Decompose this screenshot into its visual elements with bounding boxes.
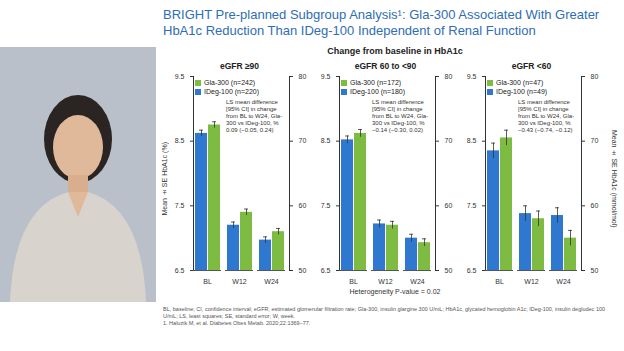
svg-text:W24: W24: [410, 278, 425, 285]
svg-text:60: 60: [299, 202, 307, 209]
svg-text:50: 50: [299, 267, 307, 274]
html-text:0.09 (−0.05, 0.24): 0.09 (−0.05, 0.24): [226, 127, 274, 133]
html-text:LS mean difference [95% CI] in: LS mean difference [95% CI] in change fr…: [518, 99, 575, 126]
html-text:LS mean difference [95% CI] in: LS mean difference [95% CI] in change fr…: [226, 99, 283, 126]
svg-text:80: 80: [445, 73, 453, 80]
svg-text:9.5: 9.5: [175, 73, 185, 80]
svg-text:9.5: 9.5: [467, 73, 477, 80]
html-text:Gla-300 (n=172): Gla-300 (n=172): [350, 79, 402, 86]
svg-text:BL: BL: [349, 278, 358, 285]
svg-text:W24: W24: [264, 278, 279, 285]
svg-text:8.5: 8.5: [467, 137, 477, 144]
svg-text:W12: W12: [524, 278, 539, 285]
svg-text:7.5: 7.5: [175, 202, 185, 209]
html-text:eGFR 60 to <90: eGFR 60 to <90: [354, 61, 417, 71]
html-text:BL, baseline; CI, confidence i: BL, baseline; CI, confidence interval; e…: [163, 306, 606, 319]
html-text:Gla-300 (n=47): Gla-300 (n=47): [496, 79, 544, 86]
svg-text:8.5: 8.5: [175, 137, 185, 144]
svg-text:50: 50: [445, 267, 453, 274]
svg-text:50: 50: [591, 267, 599, 274]
html-text:eGFR <60: eGFR <60: [511, 61, 552, 71]
html-text:−0.14 (−0.30, 0.02): −0.14 (−0.30, 0.02): [372, 127, 423, 133]
html-text:BRIGHT Pre-planned Subgroup An: BRIGHT Pre-planned Subgroup Analysis¹: G…: [163, 7, 600, 38]
svg-text:80: 80: [591, 73, 599, 80]
html-text:Change from baseline in HbA1c: Change from baseline in HbA1c: [327, 46, 463, 56]
svg-text:9.5: 9.5: [321, 73, 331, 80]
svg-text:6.5: 6.5: [175, 267, 185, 274]
svg-text:W12: W12: [232, 278, 247, 285]
svg-text:6.5: 6.5: [467, 267, 477, 274]
svg-text:7.5: 7.5: [467, 202, 477, 209]
html-text:Gla-300 (n=242): Gla-300 (n=242): [204, 79, 256, 86]
svg-text:6.5: 6.5: [321, 267, 331, 274]
html-text:IDeg-100 (n=180): IDeg-100 (n=180): [350, 88, 406, 95]
html-text:Mean ± SE HbA1c (mmol/mol): Mean ± SE HbA1c (mmol/mol): [610, 130, 618, 228]
html-text:LS mean difference [95% CI] in: LS mean difference [95% CI] in change fr…: [372, 99, 429, 126]
html-text:Heterogeneity P-value = 0.02: Heterogeneity P-value = 0.02: [349, 288, 441, 295]
svg-text:W12: W12: [378, 278, 393, 285]
html-text:−0.43 (−0.74, −0.12): −0.43 (−0.74, −0.12): [518, 127, 573, 133]
html-text:IDeg-100 (n=220): IDeg-100 (n=220): [204, 88, 260, 95]
svg-text:70: 70: [445, 137, 453, 144]
svg-text:W24: W24: [556, 278, 571, 285]
html-text:1. Haluzik M, et al. Diabetes: 1. Haluzik M, et al. Diabetes Obes Metab…: [163, 320, 311, 326]
html-text:eGFR ≥90: eGFR ≥90: [219, 61, 260, 71]
svg-text:BL: BL: [203, 278, 212, 285]
svg-text:BL: BL: [495, 278, 504, 285]
html-text:Mean ± SE HbA1c (%): Mean ± SE HbA1c (%): [160, 142, 168, 216]
svg-text:60: 60: [445, 202, 453, 209]
svg-text:70: 70: [299, 137, 307, 144]
html-text:IDeg-100 (n=49): IDeg-100 (n=49): [496, 88, 548, 95]
svg-text:8.5: 8.5: [321, 137, 331, 144]
svg-text:70: 70: [591, 137, 599, 144]
svg-text:80: 80: [299, 73, 307, 80]
svg-text:60: 60: [591, 202, 599, 209]
svg-text:7.5: 7.5: [321, 202, 331, 209]
